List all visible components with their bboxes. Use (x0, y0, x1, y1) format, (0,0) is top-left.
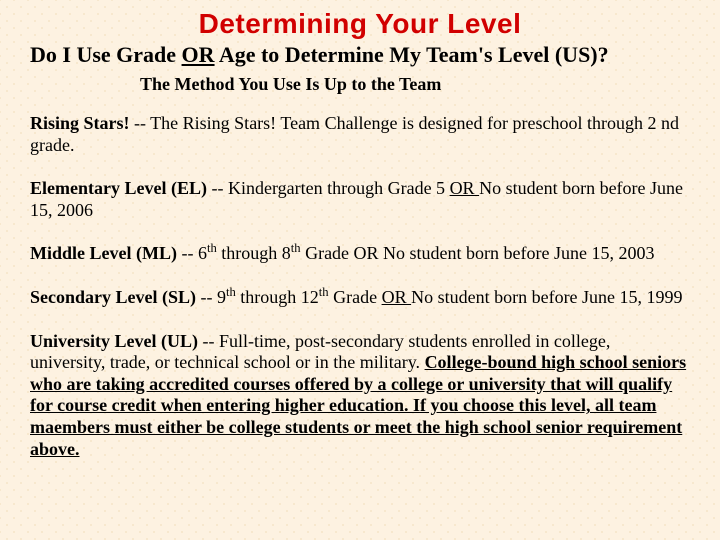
sl-sup1: th (226, 285, 236, 299)
slide: Determining Your Level Do I Use Grade OR… (0, 0, 720, 540)
ml-mid1: through 8 (217, 243, 291, 263)
el-label: Elementary Level (EL) (30, 178, 207, 198)
sl-mid1: through 12 (236, 287, 319, 307)
ml-para: Middle Level (ML) -- 6th through 8th Gra… (30, 243, 690, 265)
ml-sup1: th (207, 241, 217, 255)
subtitle-post: Age to Determine My Team's Level (US)? (215, 42, 609, 67)
subtitle: Do I Use Grade OR Age to Determine My Te… (30, 42, 690, 68)
ul-label: University Level (UL) (30, 331, 198, 351)
el-pre: -- Kindergarten through Grade 5 (207, 178, 450, 198)
sl-pre: -- 9 (196, 287, 226, 307)
sl-label: Secondary Level (SL) (30, 287, 196, 307)
sl-sup2: th (319, 285, 329, 299)
ul-para: University Level (UL) -- Full-time, post… (30, 331, 690, 461)
sl-mid2: Grade (329, 287, 382, 307)
ml-pre: -- 6 (177, 243, 207, 263)
el-para: Elementary Level (EL) -- Kindergarten th… (30, 178, 690, 221)
rising-stars-label: Rising Stars! (30, 113, 130, 133)
ml-mid2: Grade OR No student born before June 15,… (301, 243, 655, 263)
el-or: OR (450, 178, 480, 198)
sl-para: Secondary Level (SL) -- 9th through 12th… (30, 287, 690, 309)
sl-post: No student born before June 15, 1999 (411, 287, 682, 307)
method-line: The Method You Use Is Up to the Team (140, 74, 690, 95)
ml-label: Middle Level (ML) (30, 243, 177, 263)
sl-or: OR (382, 287, 412, 307)
rising-stars-para: Rising Stars! -- The Rising Stars! Team … (30, 113, 690, 156)
slide-title: Determining Your Level (30, 8, 690, 40)
ml-sup2: th (291, 241, 301, 255)
subtitle-or: OR (182, 42, 215, 67)
subtitle-pre: Do I Use Grade (30, 42, 182, 67)
